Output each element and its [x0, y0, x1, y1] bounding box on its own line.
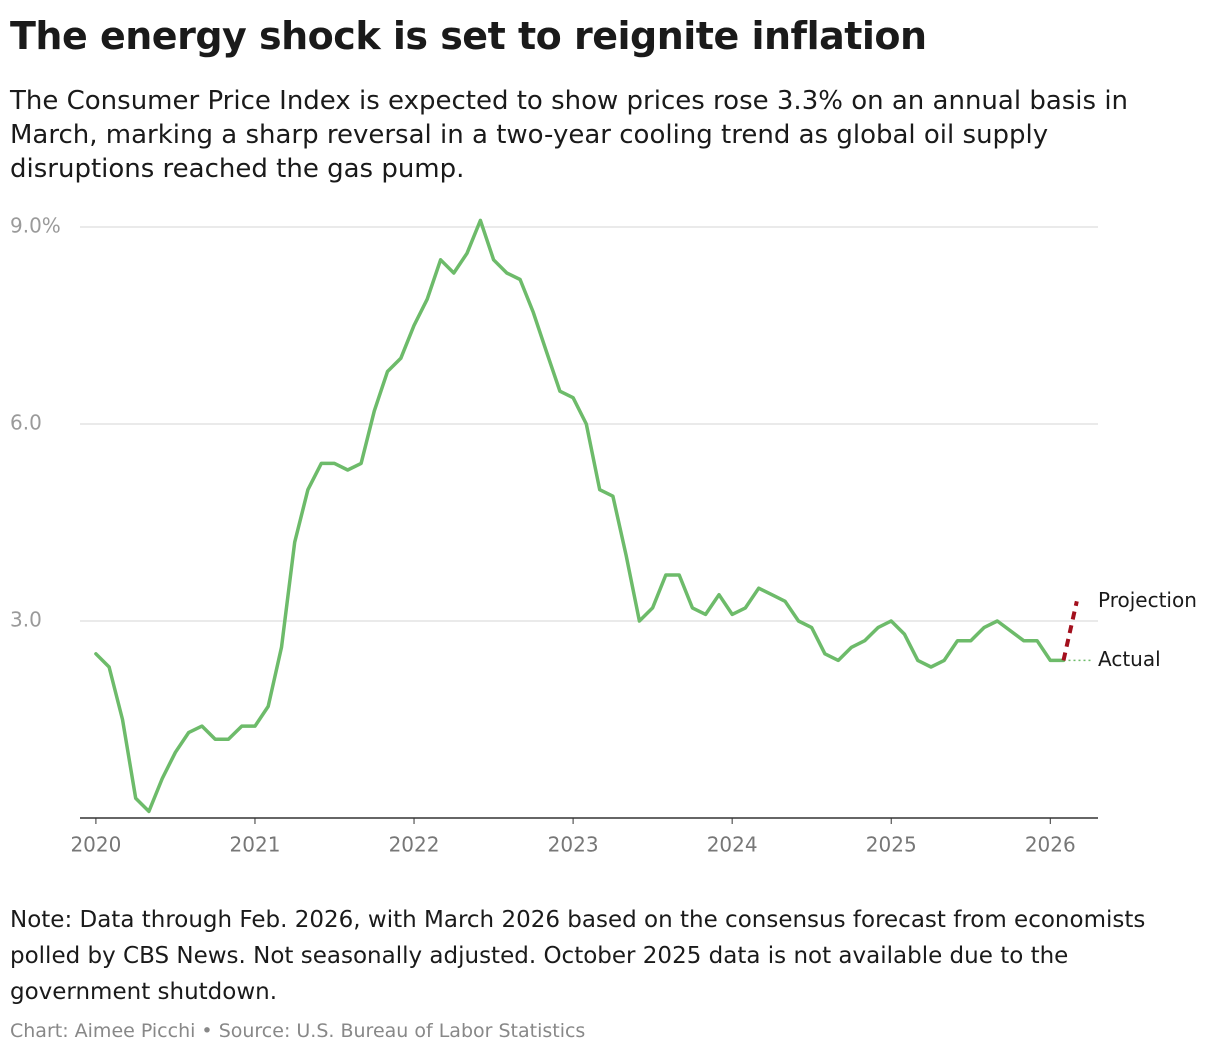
- series-label: Projection: [1098, 588, 1197, 612]
- separator: •: [195, 1020, 219, 1042]
- chart-subtitle: The Consumer Price Index is expected to …: [10, 86, 1129, 184]
- x-tick-label: 2024: [707, 833, 758, 857]
- y-tick-label: 6.0: [10, 411, 42, 435]
- x-tick-label: 2021: [230, 833, 281, 857]
- y-tick-label: 3.0: [10, 608, 42, 632]
- x-tick-label: 2020: [70, 833, 121, 857]
- series-label: Actual: [1098, 647, 1161, 671]
- credit-line: Chart: Aimee Picchi • Source: U.S. Burea…: [10, 1020, 585, 1042]
- credit: Chart: Aimee Picchi: [10, 1020, 196, 1042]
- x-tick-label: 2026: [1025, 833, 1076, 857]
- series-line: [94, 218, 1066, 814]
- x-tick-label: 2022: [389, 833, 440, 857]
- source: Source: U.S. Bureau of Labor Statistics: [218, 1020, 586, 1042]
- x-tick-label: 2025: [866, 833, 917, 857]
- chart: 3.0 6.0 9.0% 2020 2021 2022 2023 2024 2025 2026 Ac…: [10, 214, 1197, 857]
- series-line: [1061, 600, 1079, 661]
- chart-title: The energy shock is set to reignite infl…: [10, 14, 927, 58]
- note: Note: Data through Feb. 2026, with March…: [10, 907, 1146, 1005]
- y-tick-label: 9.0%: [10, 214, 61, 238]
- x-tick-label: 2023: [548, 833, 599, 857]
